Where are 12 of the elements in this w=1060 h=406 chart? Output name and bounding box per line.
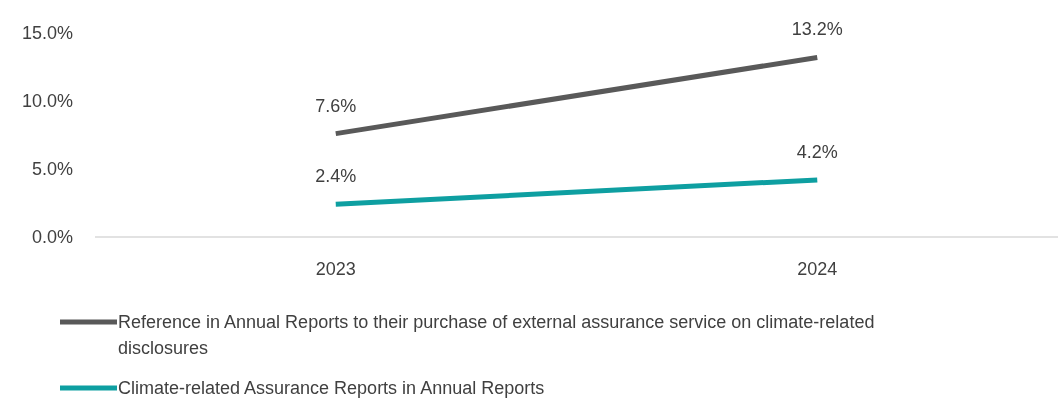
legend-label: Climate-related Assurance Reports in Annual Reports: [118, 378, 545, 398]
y-tick-label: 10.0%: [21, 91, 73, 111]
data-label: 13.2%: [791, 19, 843, 40]
legend-label: Reference in Annual Reports to their purchase of external assurance service on climate-related disclosures: [118, 312, 875, 358]
y-tick-label: 5.0%: [31, 159, 73, 179]
y-tick-label: 15.0%: [21, 23, 73, 43]
data-label: 4.2%: [796, 141, 838, 162]
data-label: 2.4%: [315, 166, 357, 187]
y-tick-label: 0.0%: [31, 227, 73, 247]
data-label: 7.6%: [315, 95, 357, 116]
x-tick-label: 2023: [315, 259, 356, 279]
x-tick-label: 2024: [797, 259, 838, 279]
